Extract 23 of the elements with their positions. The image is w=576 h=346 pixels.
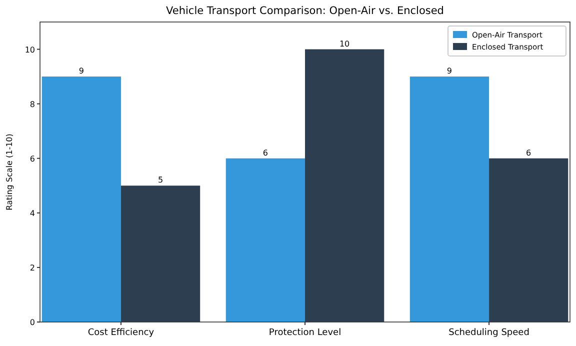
bar [42, 76, 121, 322]
x-tick-label: Scheduling Speed [448, 328, 530, 338]
y-tick-label: 0 [30, 318, 35, 327]
y-tick-label: 8 [30, 100, 35, 109]
bar [226, 158, 305, 322]
bar [305, 49, 384, 322]
chart-title: Vehicle Transport Comparison: Open-Air vs. Enclosed [166, 5, 444, 17]
data-label: 6 [262, 148, 268, 158]
y-tick-label: 10 [24, 45, 35, 54]
x-tick-label: Protection Level [268, 328, 342, 338]
data-label: 9 [446, 66, 452, 76]
data-label: 5 [158, 176, 164, 185]
y-axis-title: Rating Scale (1-10) [5, 134, 14, 210]
data-label: 6 [526, 148, 532, 158]
bar [489, 158, 568, 322]
bar [120, 186, 200, 322]
x-tick-label: Cost Efficiency [88, 328, 155, 338]
bar [410, 76, 490, 322]
y-tick-label: 6 [30, 154, 35, 164]
y-tick-label: 4 [30, 208, 35, 218]
data-label: 10 [339, 39, 350, 48]
data-label: 9 [78, 66, 84, 76]
y-tick-label: 2 [30, 263, 35, 272]
